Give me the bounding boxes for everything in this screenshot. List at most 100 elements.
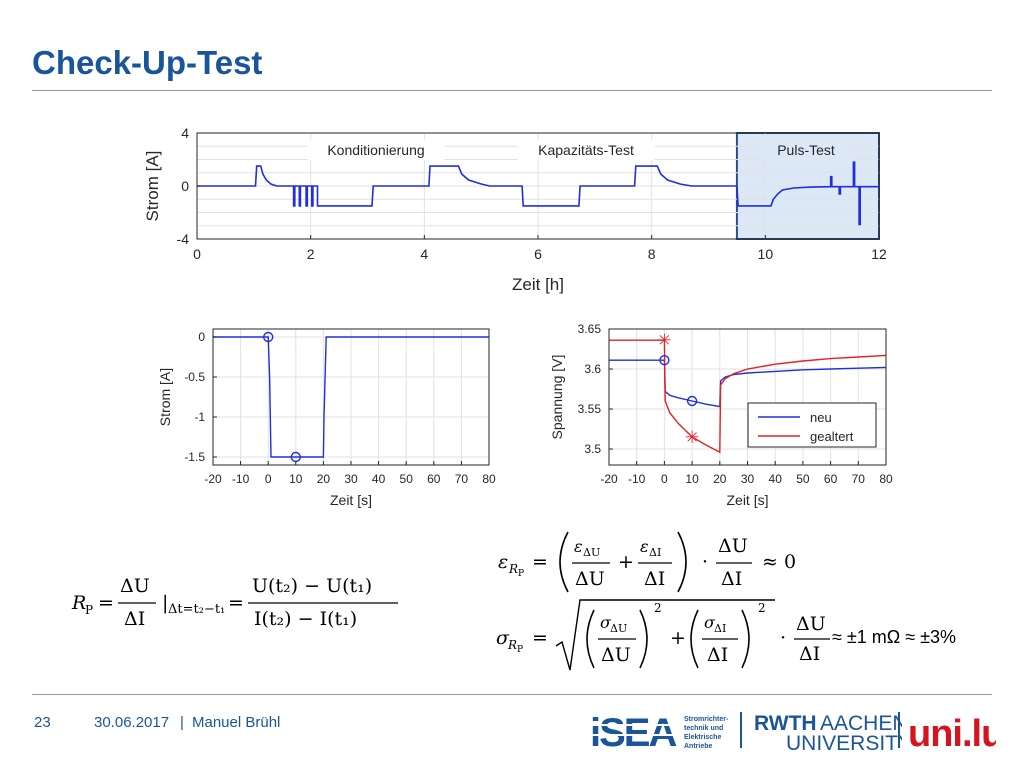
page-number: 23 (34, 714, 51, 731)
overview-ytick-label: -4 (177, 231, 190, 247)
svg-text:2: 2 (758, 601, 766, 615)
pulse-current-marker-circle (263, 331, 274, 343)
pulse-current-ytick-label: -1.5 (184, 450, 205, 464)
pulse-voltage-marker-circle (686, 395, 698, 407)
pulse-voltage-marker-star: ✳ (657, 331, 671, 351)
svg-text:ΔI: ΔI (649, 546, 661, 559)
pulse-voltage-legend-label: neu (810, 410, 832, 425)
pulse-voltage-ytick-label: 3.6 (584, 362, 601, 376)
pulse-voltage-xtick-label: 0 (661, 472, 668, 486)
unilu-text: uni.lu (908, 713, 996, 754)
sigma-factor: · ΔU ΔI (778, 613, 838, 671)
pulse-voltage-ytick-label: 3.5 (584, 442, 601, 456)
eps-formula: ε R P = ε ΔU ΔU + ε ΔI ΔI · ΔU ΔI ≈ 0 (490, 522, 820, 607)
pulse-current-plot-area (213, 329, 489, 465)
rp-symbol: R (71, 592, 86, 614)
isea-logo: iSEA Stromrichter- technik und Elektrisc… (590, 708, 730, 759)
pulse-current-xtick-label: 70 (455, 472, 469, 486)
isea-logo-text: iSEA (590, 711, 676, 754)
overview-xtick-label: 6 (534, 246, 542, 262)
pulse-voltage-xtick-label: -20 (600, 472, 618, 486)
unilu-logo: uni.lu (906, 708, 1004, 759)
isea-subtitle-4: Antriebe (684, 743, 713, 750)
overview-axes-box (196, 132, 880, 240)
pulse-voltage-xtick-label: 80 (879, 472, 893, 486)
pulse-current-xtick-label: 60 (427, 472, 441, 486)
svg-text:ΔI: ΔI (124, 608, 145, 630)
svg-text:σ: σ (496, 627, 510, 649)
overview-xlabel: Zeit [h] (512, 275, 564, 294)
pulse-current-ytick-label: 0 (198, 330, 205, 344)
svg-text:σ: σ (704, 613, 716, 632)
pulse-voltage-series-neu (609, 359, 887, 408)
footer-author: Manuel Brühl (192, 714, 281, 731)
rwth-light: AACHEN (820, 712, 902, 735)
footer-date: 30.06.2017 (94, 714, 170, 731)
overview-xtick-label: 4 (420, 246, 428, 262)
pulse-current-xtick-label: 30 (344, 472, 358, 486)
overview-annotation-bg (517, 140, 655, 160)
overview-annotation-puls-test: Puls-Test (777, 142, 835, 158)
pulse-voltage-ytick-label: 3.65 (578, 322, 602, 336)
isea-subtitle-2: technik und (684, 725, 723, 732)
overview-xtick-label: 8 (648, 246, 656, 262)
overview-xtick-label: 12 (871, 246, 887, 262)
svg-text:+: + (618, 551, 634, 573)
overview-xtick-label: 2 (307, 246, 315, 262)
overview-annotation-bg (763, 140, 849, 160)
pulse-voltage-ylabel: Spannung [V] (549, 355, 565, 440)
svg-text:R: R (507, 638, 517, 652)
pulse-current-xtick-label: -10 (232, 472, 250, 486)
svg-text:=: = (532, 627, 548, 649)
svg-text:=: = (98, 592, 114, 614)
rwth-logo: RWTH AACHEN UNIVERSITY (752, 708, 912, 759)
svg-text:ΔI: ΔI (714, 622, 726, 635)
overview-xtick-label: 10 (758, 246, 774, 262)
svg-text:|: | (162, 592, 168, 614)
pulse-voltage-xtick-label: 20 (713, 472, 727, 486)
isea-subtitle-1: Stromrichter- (684, 716, 729, 723)
svg-text:·: · (702, 551, 708, 573)
overview-annotation-bg (307, 140, 445, 160)
pulse-current-ytick-label: -0.5 (184, 370, 205, 384)
svg-text:ΔU: ΔU (120, 575, 150, 597)
footer-separator: | (180, 714, 184, 731)
svg-text:2: 2 (654, 601, 662, 615)
overview-highlight-region (735, 132, 881, 240)
svg-text:P: P (85, 603, 93, 617)
overview-series-1 (197, 161, 879, 226)
pulse-current-xtick-label: 0 (265, 472, 272, 486)
overview-annotation-konditionierung: Konditionierung (327, 142, 424, 158)
pulse-voltage-xtick-label: 30 (741, 472, 755, 486)
svg-text:ΔI: ΔI (707, 644, 728, 666)
svg-text:I(t₂) − I(t₁): I(t₂) − I(t₁) (254, 608, 357, 630)
pulse-voltage-xlabel: Zeit [s] (726, 492, 768, 508)
svg-text:ΔU: ΔU (610, 622, 627, 635)
pulse-voltage-ytick-label: 3.55 (578, 402, 602, 416)
svg-text:ΔU: ΔU (583, 546, 600, 559)
svg-text:=: = (228, 592, 244, 614)
pulse-voltage-series-gealtert (609, 339, 887, 454)
pulse-current-xtick-label: -20 (204, 472, 222, 486)
pulse-current-ylabel: Strom [A] (157, 368, 173, 426)
svg-text:U(t₂) − U(t₁): U(t₂) − U(t₁) (252, 575, 372, 597)
rp-formula: R P = ΔU ΔI | Δt=t₂−t₁ = U(t₂) − U(t₁) I… (68, 568, 428, 643)
svg-text:ΔI: ΔI (721, 568, 742, 590)
pulse-voltage-xtick-label: 70 (852, 472, 866, 486)
logo-divider-2 (898, 712, 900, 748)
pulse-current-xtick-label: 20 (317, 472, 331, 486)
rwth-bold: RWTH (754, 712, 817, 735)
pulse-current-axes-box (212, 328, 490, 466)
svg-text:σ: σ (600, 613, 612, 632)
overview-ylabel: Strom [A] (143, 151, 162, 222)
pulse-voltage-xtick-label: 10 (685, 472, 699, 486)
overview-ytick-label: 0 (181, 178, 189, 194)
svg-text:ΔU: ΔU (601, 644, 631, 666)
overview-plot-area (197, 133, 879, 239)
pulse-current-xtick-label: 40 (372, 472, 386, 486)
logo-divider (740, 712, 742, 748)
svg-text:P: P (518, 569, 524, 579)
pulse-voltage-xtick-label: 50 (796, 472, 810, 486)
sigma-formula: σ R P = σ ΔU ΔU 2 + σ ΔI ΔI 2 (490, 596, 790, 685)
slide-title: Check-Up-Test (32, 44, 263, 81)
